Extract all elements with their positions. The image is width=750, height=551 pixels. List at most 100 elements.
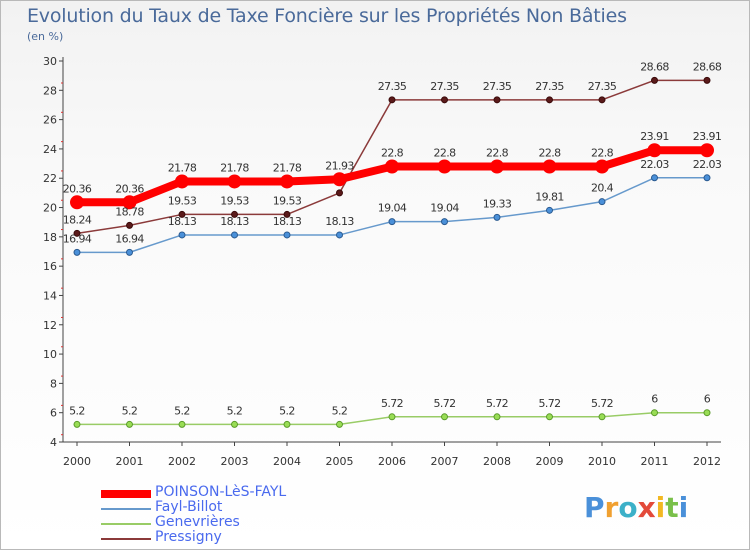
y-tick-label: 28 xyxy=(43,84,57,97)
data-point-pressigny xyxy=(703,76,711,84)
data-label-poinson-l-s-fayl: 21.78 xyxy=(168,161,197,174)
data-point-genevri-res xyxy=(231,420,238,428)
data-point-fayl-billot xyxy=(493,213,501,221)
data-point-poinson-l-s-fayl xyxy=(332,172,347,187)
x-tick-label: 2011 xyxy=(641,455,669,468)
data-label-poinson-l-s-fayl: 23.91 xyxy=(640,130,669,143)
data-label-pressigny: 19.53 xyxy=(168,194,197,207)
data-point-fayl-billot xyxy=(546,206,553,214)
data-label-fayl-billot: 19.33 xyxy=(483,197,512,210)
y-tick-label: 30 xyxy=(43,55,57,68)
data-label-pressigny: 28.68 xyxy=(640,60,669,73)
data-label-fayl-billot: 18.13 xyxy=(273,215,302,228)
data-point-genevri-res xyxy=(703,409,711,417)
x-tick-label: 2001 xyxy=(116,455,144,468)
data-label-pressigny: 19.53 xyxy=(220,194,249,207)
data-label-poinson-l-s-fayl: 21.78 xyxy=(220,161,249,174)
data-point-pressigny xyxy=(546,96,553,104)
data-label-genevri-res: 5.2 xyxy=(69,404,85,417)
y-tick-label: 10 xyxy=(43,348,57,361)
x-tick-label: 2007 xyxy=(431,455,459,468)
data-point-pressigny xyxy=(231,210,238,218)
data-label-fayl-billot: 18.13 xyxy=(220,215,249,228)
x-tick-label: 2000 xyxy=(63,455,91,468)
data-label-pressigny: 27.35 xyxy=(588,80,617,93)
data-point-poinson-l-s-fayl xyxy=(122,195,137,210)
data-label-fayl-billot: 19.04 xyxy=(378,202,407,215)
data-point-poinson-l-s-fayl xyxy=(542,159,557,174)
data-label-fayl-billot: 18.13 xyxy=(325,215,354,228)
data-label-poinson-l-s-fayl: 22.8 xyxy=(486,147,509,160)
data-label-poinson-l-s-fayl: 22.8 xyxy=(538,147,561,160)
data-label-fayl-billot: 16.94 xyxy=(63,232,92,245)
data-label-genevri-res: 6 xyxy=(704,393,711,406)
data-point-genevri-res xyxy=(651,409,658,417)
data-label-genevri-res: 5.72 xyxy=(486,397,508,410)
data-label-poinson-l-s-fayl: 23.91 xyxy=(693,130,722,143)
x-tick-label: 2004 xyxy=(273,455,301,468)
data-point-fayl-billot xyxy=(283,231,291,239)
y-tick-label: 6 xyxy=(50,407,57,420)
data-label-genevri-res: 5.72 xyxy=(538,397,560,410)
data-label-genevri-res: 5.2 xyxy=(332,404,348,417)
y-tick-label: 24 xyxy=(43,143,57,156)
data-point-fayl-billot xyxy=(651,174,658,182)
data-label-genevri-res: 5.72 xyxy=(591,397,613,410)
x-tick-label: 2006 xyxy=(378,455,406,468)
x-tick-label: 2009 xyxy=(536,455,564,468)
data-point-pressigny xyxy=(441,96,448,104)
data-point-poinson-l-s-fayl xyxy=(700,143,714,158)
proxiti-logo: Proxiti xyxy=(584,491,689,524)
data-point-poinson-l-s-fayl xyxy=(385,159,399,174)
data-label-genevri-res: 5.2 xyxy=(174,404,190,417)
data-point-genevri-res xyxy=(493,413,501,421)
data-point-genevri-res xyxy=(546,413,553,421)
data-label-fayl-billot: 19.04 xyxy=(430,202,459,215)
y-tick-label: 14 xyxy=(43,289,57,302)
data-label-pressigny: 27.35 xyxy=(535,80,564,93)
data-point-genevri-res xyxy=(283,420,291,428)
data-label-poinson-l-s-fayl: 21.93 xyxy=(325,159,354,172)
data-label-poinson-l-s-fayl: 20.36 xyxy=(115,182,144,195)
data-label-poinson-l-s-fayl: 22.8 xyxy=(591,147,614,160)
data-label-genevri-res: 5.2 xyxy=(122,404,138,417)
data-label-poinson-l-s-fayl: 20.36 xyxy=(63,182,92,195)
data-point-poinson-l-s-fayl xyxy=(595,159,609,174)
data-point-poinson-l-s-fayl xyxy=(70,195,84,210)
y-tick-label: 18 xyxy=(43,231,57,244)
data-point-fayl-billot xyxy=(388,218,396,226)
legend-label: Pressigny xyxy=(155,529,222,545)
data-label-fayl-billot: 19.81 xyxy=(535,190,564,203)
data-point-poinson-l-s-fayl xyxy=(490,159,504,174)
data-point-fayl-billot xyxy=(598,198,606,206)
data-point-pressigny xyxy=(388,96,396,104)
data-point-pressigny xyxy=(178,210,186,218)
data-point-pressigny xyxy=(598,96,606,104)
data-point-fayl-billot xyxy=(336,231,343,239)
y-tick-label: 12 xyxy=(43,319,57,332)
data-point-genevri-res xyxy=(73,420,81,428)
x-tick-label: 2002 xyxy=(168,455,196,468)
data-point-pressigny xyxy=(336,189,343,197)
data-point-fayl-billot xyxy=(703,174,711,182)
data-label-fayl-billot: 20.4 xyxy=(591,182,614,195)
data-point-pressigny xyxy=(73,229,81,237)
data-point-fayl-billot xyxy=(73,248,81,256)
data-point-pressigny xyxy=(493,96,501,104)
data-label-poinson-l-s-fayl: 22.8 xyxy=(433,147,456,160)
y-tick-label: 26 xyxy=(43,114,57,127)
x-tick-label: 2010 xyxy=(588,455,616,468)
data-point-poinson-l-s-fayl xyxy=(437,159,452,174)
data-label-pressigny: 27.35 xyxy=(430,80,459,93)
data-point-poinson-l-s-fayl xyxy=(175,174,189,189)
data-label-genevri-res: 5.2 xyxy=(227,404,243,417)
legend-swatch xyxy=(101,538,151,540)
chart-unit-label: (en %) xyxy=(27,30,64,43)
data-point-pressigny xyxy=(283,210,291,218)
data-point-genevri-res xyxy=(388,413,396,421)
x-tick-label: 2012 xyxy=(693,455,721,468)
data-label-genevri-res: 6 xyxy=(651,393,658,406)
data-label-pressigny: 18.24 xyxy=(63,213,92,226)
